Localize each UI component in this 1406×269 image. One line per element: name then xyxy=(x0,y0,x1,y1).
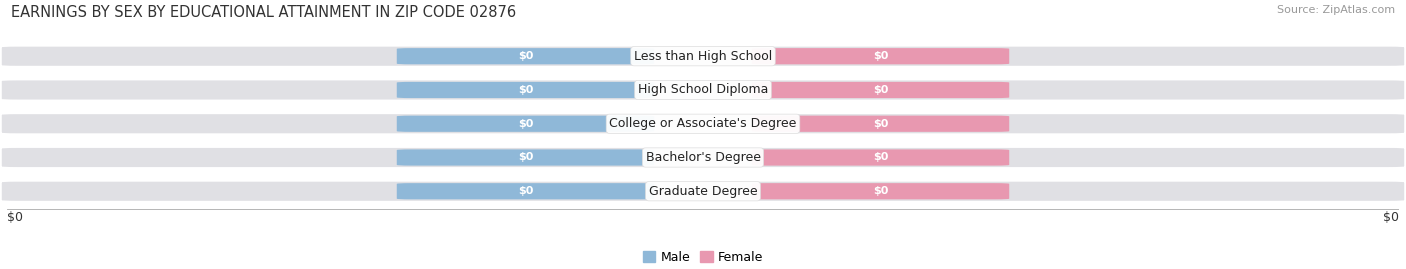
Text: College or Associate's Degree: College or Associate's Degree xyxy=(609,117,797,130)
Text: $0: $0 xyxy=(873,119,889,129)
FancyBboxPatch shape xyxy=(396,48,654,64)
FancyBboxPatch shape xyxy=(0,180,1406,203)
FancyBboxPatch shape xyxy=(396,149,654,166)
Text: $0: $0 xyxy=(873,51,889,61)
Text: EARNINGS BY SEX BY EDUCATIONAL ATTAINMENT IN ZIP CODE 02876: EARNINGS BY SEX BY EDUCATIONAL ATTAINMEN… xyxy=(11,5,516,20)
FancyBboxPatch shape xyxy=(752,82,1010,98)
Text: Bachelor's Degree: Bachelor's Degree xyxy=(645,151,761,164)
Text: $0: $0 xyxy=(873,186,889,196)
FancyBboxPatch shape xyxy=(752,48,1010,64)
Legend: Male, Female: Male, Female xyxy=(638,246,768,269)
Text: $0: $0 xyxy=(873,85,889,95)
Text: $0: $0 xyxy=(517,119,533,129)
Text: Graduate Degree: Graduate Degree xyxy=(648,185,758,198)
Text: $0: $0 xyxy=(517,186,533,196)
Text: $0: $0 xyxy=(517,153,533,162)
FancyBboxPatch shape xyxy=(0,79,1406,101)
Text: $0: $0 xyxy=(517,85,533,95)
Text: Less than High School: Less than High School xyxy=(634,50,772,63)
Text: $0: $0 xyxy=(873,153,889,162)
Text: $0: $0 xyxy=(7,211,22,224)
FancyBboxPatch shape xyxy=(752,183,1010,199)
FancyBboxPatch shape xyxy=(752,149,1010,166)
FancyBboxPatch shape xyxy=(0,146,1406,169)
FancyBboxPatch shape xyxy=(396,116,654,132)
FancyBboxPatch shape xyxy=(0,45,1406,68)
Text: Source: ZipAtlas.com: Source: ZipAtlas.com xyxy=(1277,5,1395,15)
FancyBboxPatch shape xyxy=(396,183,654,199)
FancyBboxPatch shape xyxy=(752,116,1010,132)
Text: High School Diploma: High School Diploma xyxy=(638,83,768,97)
FancyBboxPatch shape xyxy=(0,112,1406,135)
Text: $0: $0 xyxy=(517,51,533,61)
Text: $0: $0 xyxy=(1384,211,1399,224)
FancyBboxPatch shape xyxy=(396,82,654,98)
